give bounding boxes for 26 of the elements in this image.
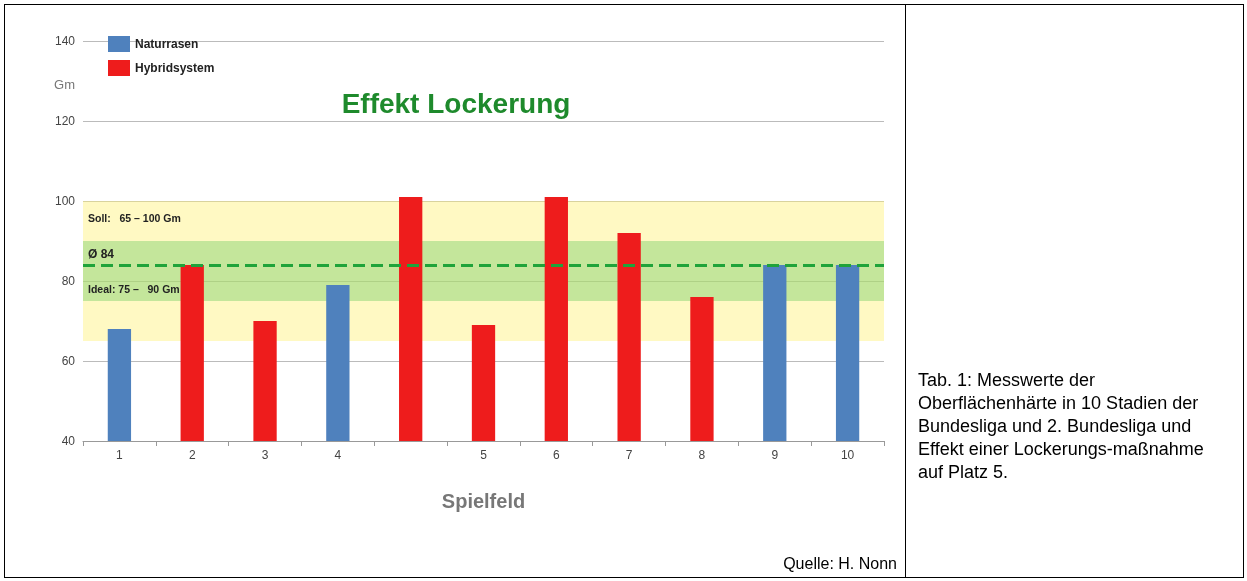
- y-tick-label: 140: [54, 34, 76, 48]
- y-tick-label: 100: [54, 194, 76, 208]
- x-tick-label: 4: [334, 448, 342, 462]
- x-tick-label: 7: [625, 448, 633, 462]
- x-tick-label: 6: [552, 448, 560, 462]
- source-note: Quelle: H. Nonn: [783, 555, 897, 573]
- y-tick-label: 40: [61, 434, 76, 448]
- x-tick-label: 3: [261, 448, 269, 462]
- x-tick-label: 9: [771, 448, 779, 462]
- y-axis-title: Gm: [54, 77, 75, 92]
- y-tick-label: 120: [54, 114, 76, 128]
- x-axis-title: Spielfeld: [441, 490, 526, 512]
- legend-label: Hybridsystem: [135, 61, 215, 75]
- x-tick-label: 1: [116, 448, 124, 462]
- x-tick-label: 2: [188, 448, 196, 462]
- caption: Tab. 1: Messwerte der Oberflächenhärte in 10 Stadien der Bundesliga und 2. Bundesliga und Effekt einer Lockerungs-maßnahme auf Platz 5.: [918, 369, 1205, 484]
- band-label: Ideal: 75 – 90 Gm: [88, 282, 180, 295]
- annotation: Effekt Lockerung: [341, 87, 571, 119]
- y-tick-label: 60: [61, 354, 76, 368]
- y-tick-label: 80: [61, 274, 76, 288]
- x-tick-label: 8: [698, 448, 706, 462]
- band-label: Soll: 65 – 100 Gm: [88, 211, 181, 224]
- legend-label: Naturrasen: [135, 37, 199, 51]
- x-tick-label: 10: [840, 448, 855, 462]
- ref-line-label: Ø 84: [88, 247, 115, 261]
- x-tick-label: 5: [480, 448, 488, 462]
